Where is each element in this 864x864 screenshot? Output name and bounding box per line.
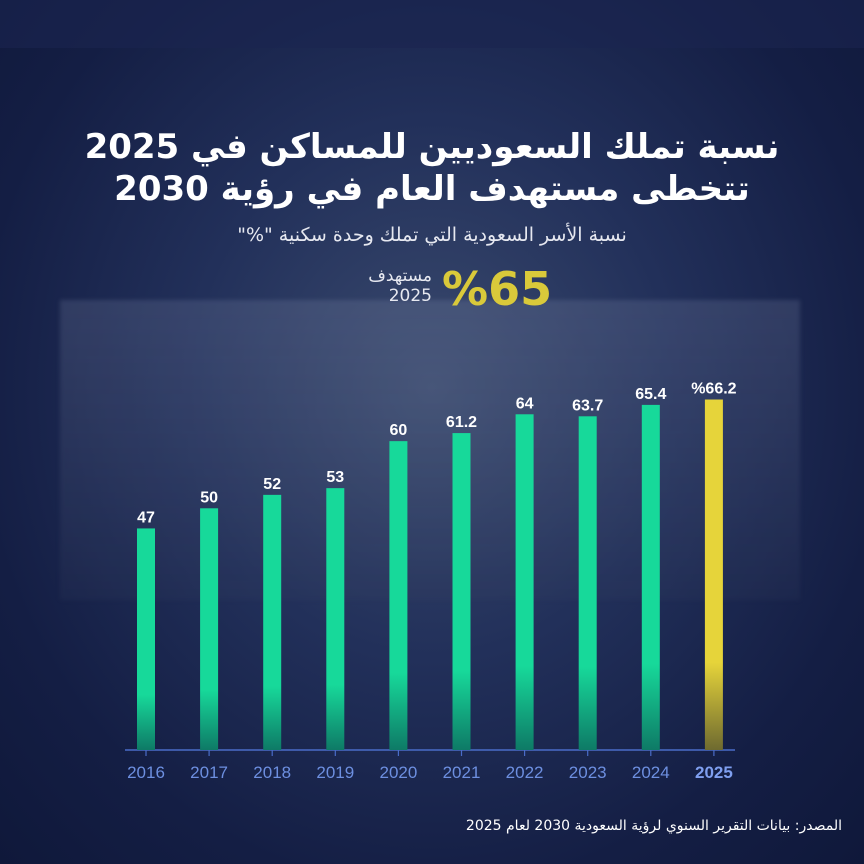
target-label-text: مستهدف	[368, 266, 432, 286]
data-label-2020: 60	[390, 422, 408, 439]
x-tick-label-2021: 2021	[443, 763, 481, 782]
data-label-2019: 53	[326, 469, 344, 486]
bar-2019	[326, 488, 345, 750]
target-year: 2025	[388, 286, 432, 306]
bar-2017	[200, 508, 219, 750]
subtitle: نسبة الأسر السعودية التي تملك وحدة سكنية…	[237, 224, 627, 246]
data-label-2024: 65.4	[635, 386, 666, 403]
bar-2024	[641, 404, 660, 750]
data-label-2016: 47	[137, 509, 155, 526]
x-tick-label-2020: 2020	[379, 763, 417, 782]
title-line-1: نسبة تملك السعوديين للمساكن في 2025	[84, 127, 780, 167]
target-callout: مستهدف 2025 %65	[340, 262, 552, 316]
x-tick-label-2024: 2024	[632, 763, 670, 782]
x-tick-label-2017: 2017	[190, 763, 228, 782]
bar-2016	[137, 528, 155, 750]
bar-2023	[578, 416, 597, 750]
background-photo	[60, 300, 800, 600]
target-label: مستهدف 2025	[340, 266, 432, 306]
title-line-2: تتخطى مستهدف العام في رؤية 2030	[114, 169, 750, 209]
bar-2018	[263, 494, 282, 750]
x-tick-label-2016: 2016	[127, 763, 165, 782]
x-tick-label-2019: 2019	[316, 763, 354, 782]
data-label-2021: 61.2	[446, 414, 477, 431]
source-note: المصدر: بيانات التقرير السنوي لرؤية السع…	[465, 818, 842, 834]
bar-2022	[515, 414, 534, 750]
x-tick-label-2025: 2025	[695, 763, 733, 782]
x-tick-label-2018: 2018	[253, 763, 291, 782]
data-label-2018: 52	[263, 476, 281, 493]
target-value: %65	[442, 262, 553, 316]
data-label-2017: 50	[200, 489, 218, 506]
x-tick-label-2023: 2023	[569, 763, 607, 782]
data-label-2022: 64	[516, 395, 534, 412]
background-band	[0, 0, 864, 48]
bar-2021	[452, 433, 471, 750]
data-label-2025: %66.2	[691, 381, 736, 398]
x-tick-label-2022: 2022	[506, 763, 544, 782]
data-label-2023: 63.7	[572, 397, 603, 414]
bar-2025	[704, 399, 723, 750]
bar-2020	[389, 441, 408, 750]
